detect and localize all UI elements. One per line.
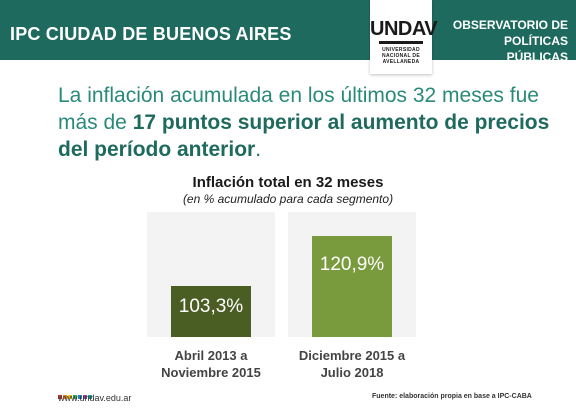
observatorio-line1: OBSERVATORIO DE <box>452 18 568 32</box>
category-label-line: Julio 2018 <box>320 365 384 380</box>
header-title: IPC CIUDAD DE BUENOS AIRES <box>10 24 292 44</box>
footer-dot <box>63 395 67 399</box>
bar-2 <box>312 236 392 337</box>
category-label-line: Abril 2013 a <box>174 348 248 363</box>
chart-title: Inflación total en 32 meses <box>192 174 384 191</box>
footer-color-dots <box>58 386 98 399</box>
category-label-line: Noviembre 2015 <box>161 365 261 380</box>
footer-url: www.undav.edu.ar <box>58 393 132 403</box>
footer-dot <box>73 395 77 399</box>
category-label-2: Diciembre 2015 a Julio 2018 <box>268 347 436 381</box>
bar-1 <box>171 286 251 337</box>
footer-dot <box>83 395 87 399</box>
category-label-1: Abril 2013 a Noviembre 2015 <box>127 347 295 381</box>
logo-line2: NACIONAL DE <box>382 53 420 59</box>
footer-source: Fuente: elaboración propia en base a IPC… <box>372 393 532 400</box>
footer-dot <box>58 395 62 399</box>
headline: La inflación acumulada en los últimos 32… <box>58 82 558 163</box>
observatorio-label: OBSERVATORIO DE POLÍTICAS PÚBLICAS <box>440 17 568 65</box>
logo-line1: UNIVERSIDAD <box>382 47 420 53</box>
undav-logo: UNDAV UNIVERSIDAD NACIONAL DE AVELLANEDA <box>370 0 438 74</box>
header-bar: IPC CIUDAD DE BUENOS AIRES OBSERVATORIO … <box>0 0 576 64</box>
bar-value-label-2: 120,9% <box>319 254 385 275</box>
logo-mark: UNDAV <box>370 18 438 40</box>
headline-period: . <box>255 138 262 161</box>
chart-subtitle: (en % acumulado para cada segmento) <box>182 192 394 206</box>
headline-highlight: 17 puntos superior al aumento de precios… <box>58 111 550 161</box>
headline-text: La inflación acumulada en los últimos 32… <box>58 84 539 134</box>
category-label-line: Diciembre 2015 a <box>298 348 406 363</box>
bar-value-label-1: 103,3% <box>178 296 244 317</box>
footer-dot <box>68 395 72 399</box>
footer-dot <box>88 395 92 399</box>
logo-underline <box>379 41 423 44</box>
logo-line3: AVELLANEDA <box>382 59 420 65</box>
observatorio-line2: POLÍTICAS PÚBLICAS <box>503 34 568 64</box>
footer-dot <box>78 395 82 399</box>
